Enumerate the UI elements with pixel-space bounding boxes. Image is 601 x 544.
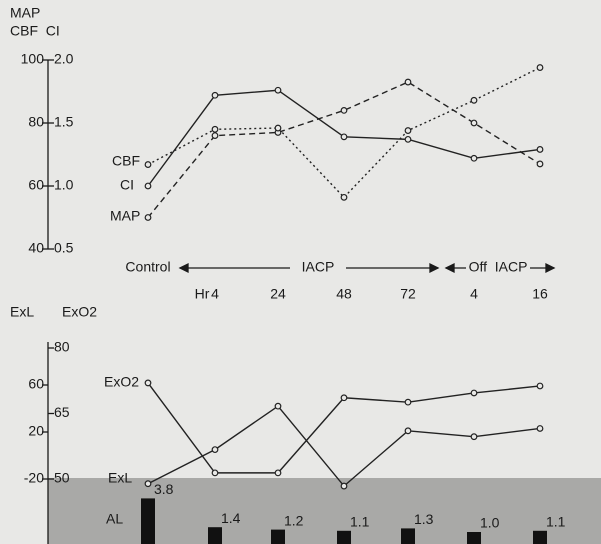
data-point (211, 91, 219, 99)
bar-series-label: AL (106, 511, 123, 527)
bar (271, 529, 285, 544)
data-point (144, 214, 152, 221)
y2-tick-label: 80 (54, 339, 70, 355)
data-point (340, 482, 348, 490)
data-point (144, 182, 152, 190)
bar-value-label: 1.1 (546, 514, 566, 530)
data-point (404, 427, 412, 435)
data-point (536, 382, 544, 390)
data-point (274, 124, 282, 132)
data-point (470, 119, 478, 127)
data-point (211, 469, 219, 477)
data-point (144, 480, 152, 488)
series-label: CBF (112, 153, 140, 169)
data-point (211, 125, 219, 133)
x-tick-label: 4 (211, 286, 219, 302)
phase-label: Off IACP (469, 259, 528, 275)
bar (467, 532, 481, 544)
data-point (404, 398, 412, 406)
y-label: ExL (10, 304, 34, 320)
y2-label: ExO2 (62, 304, 97, 320)
data-point (144, 161, 152, 168)
bar (533, 530, 547, 544)
data-point (211, 132, 219, 140)
bar-value-label: 1.0 (480, 515, 500, 531)
data-point (274, 86, 282, 94)
data-point (340, 394, 348, 402)
data-point (340, 133, 348, 141)
series-label: MAP (110, 208, 140, 224)
bar-value-label: 1.2 (284, 512, 304, 528)
y2-tick-label: 1.5 (54, 114, 74, 130)
bar-value-label: 1.3 (414, 511, 434, 527)
y-tick-label: 100 (21, 51, 45, 67)
data-point (536, 146, 544, 153)
y2-tick-label: 0.5 (54, 240, 74, 256)
phase-label: IACP (302, 259, 335, 275)
x-tick-label: Control (125, 259, 170, 275)
series-label: ExO2 (104, 374, 139, 390)
y-tick-label: 60 (28, 376, 44, 392)
y-label: MAP (10, 5, 40, 21)
data-point (404, 78, 412, 86)
data-point (274, 402, 282, 410)
data-point (470, 389, 478, 397)
y-tick-label: 60 (28, 177, 44, 193)
y-tick-label: 40 (28, 240, 44, 256)
y-tick-label: -20 (24, 470, 44, 486)
data-point (144, 379, 152, 387)
bar-value-label: 3.8 (154, 481, 174, 497)
bar (141, 498, 155, 544)
x-tick-label: 16 (532, 286, 548, 302)
phase-arrows (178, 262, 556, 274)
x-tick-label: 4 (470, 286, 478, 302)
bar (401, 528, 415, 544)
data-point (274, 469, 282, 477)
data-point (536, 64, 544, 71)
data-point (470, 96, 478, 104)
data-point (470, 154, 478, 162)
data-point (536, 160, 544, 168)
y2-tick-label: 2.0 (54, 51, 74, 67)
x-tick-label: 48 (336, 286, 352, 302)
series-label: ExL (108, 470, 132, 486)
series-label: CI (120, 177, 134, 193)
data-point (404, 135, 412, 143)
x-unit-label: Hr (195, 286, 210, 302)
x-tick-label: 24 (270, 286, 286, 302)
bar (337, 530, 351, 544)
y2-label: CBF CI (10, 23, 60, 39)
data-point (404, 127, 412, 134)
bar-value-label: 1.4 (221, 510, 241, 526)
data-point (470, 433, 478, 441)
shaded-band (48, 478, 601, 544)
data-point (340, 193, 348, 201)
data-point (536, 425, 544, 432)
y-tick-label: 80 (28, 114, 44, 130)
x-tick-label: 72 (400, 286, 416, 302)
bar-value-label: 1.1 (350, 514, 370, 530)
y2-tick-label: 65 (54, 404, 70, 420)
y2-tick-label: 50 (54, 470, 70, 486)
data-point (211, 446, 219, 454)
y2-tick-label: 1.0 (54, 177, 74, 193)
bar (208, 527, 222, 544)
data-point (340, 106, 348, 114)
y-tick-label: 20 (28, 423, 44, 439)
